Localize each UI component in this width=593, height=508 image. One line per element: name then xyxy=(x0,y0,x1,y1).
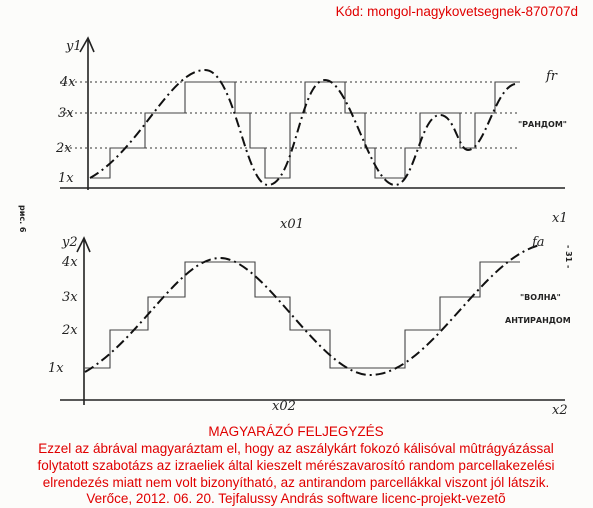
x-marker: x01 xyxy=(280,217,304,232)
x-marker: x02 xyxy=(272,399,296,414)
mode-label: "ВОЛНА" xyxy=(520,293,561,302)
x-label: x2 xyxy=(552,403,568,418)
caption-line: elrendezés miatt nem volt bizonyítható, … xyxy=(43,475,550,490)
mode-sublabel: АНТИРАНДОМ xyxy=(505,316,571,325)
caption-title: MAGYARÁZÓ FELJEGYZÉS xyxy=(208,424,383,439)
curve xyxy=(84,244,541,377)
bottom-plot: y2 4x 3x 2x 1x fa "ВОЛНА" АНТИРАНДОМ x02… xyxy=(48,235,571,418)
y-tick: 4x xyxy=(61,255,78,270)
code: Kód: mongol-nagykovetsegnek-870707d xyxy=(336,4,578,19)
curve-label: fr xyxy=(545,69,558,84)
y-tick: 2x xyxy=(61,323,78,338)
y-tick: 3x xyxy=(62,290,78,305)
curve-label: fa xyxy=(531,235,545,250)
y-tick: 2x xyxy=(55,141,72,156)
y-tick: 1x xyxy=(58,171,74,186)
y-label: y1 xyxy=(65,39,82,54)
side-label: рис. 6 xyxy=(18,205,27,233)
staircase xyxy=(90,81,520,179)
axes xyxy=(60,236,565,405)
y-tick: 4x xyxy=(59,75,76,90)
axes xyxy=(60,36,565,190)
y-tick: 3x xyxy=(58,106,74,121)
curve xyxy=(89,68,516,187)
y-tick: 1x xyxy=(48,361,64,376)
caption-line: folytatott szabotázs az izraeliek által … xyxy=(38,458,555,473)
staircase xyxy=(85,261,520,369)
top-plot: y1 4x 3x 2x 1x fr "РАНДОМ" x01 x1 xyxy=(55,36,568,232)
caption-line: Verőce, 2012. 06. 20. Tejfalussy András … xyxy=(86,491,505,506)
page-number: - 31 - xyxy=(564,245,573,268)
y-label: y2 xyxy=(61,235,78,250)
caption-line: Ezzel az ábrával magyaráztam el, hogy az… xyxy=(38,441,553,456)
x-label: x1 xyxy=(552,211,568,226)
mode-label: "РАНДОМ" xyxy=(518,120,567,129)
